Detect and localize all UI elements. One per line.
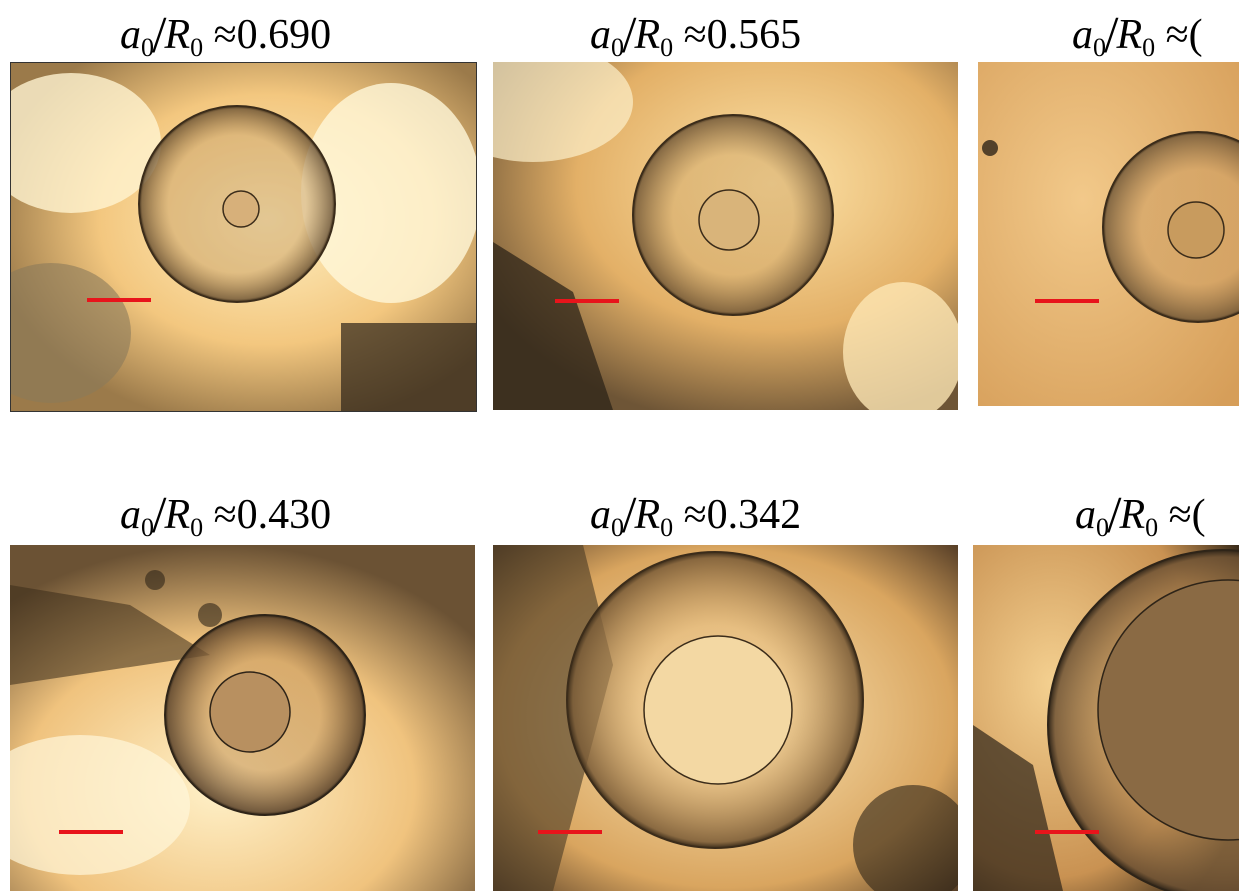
- micrograph-photo: [10, 62, 477, 412]
- micrograph-photo: [973, 545, 1239, 891]
- micrograph-photo: [978, 62, 1239, 406]
- panel-label: a0/R0 ≈0.690: [120, 7, 332, 64]
- micrograph-photo: [493, 545, 958, 891]
- panel-label: a0/R0 ≈0.342: [590, 487, 802, 544]
- scale-bar: [1035, 299, 1099, 303]
- scale-bar: [59, 830, 123, 834]
- scale-bar: [555, 299, 619, 303]
- scale-bar: [87, 298, 151, 302]
- scale-bar: [1035, 830, 1099, 834]
- micrograph-photo: [493, 62, 958, 410]
- panel-label: a0/R0 ≈0.430: [120, 487, 332, 544]
- panel-label: a0/R0 ≈(: [1075, 487, 1206, 544]
- micrograph-photo: [10, 545, 475, 891]
- panel-label: a0/R0 ≈(: [1072, 7, 1203, 64]
- scale-bar: [538, 830, 602, 834]
- panel-label: a0/R0 ≈0.565: [590, 7, 802, 64]
